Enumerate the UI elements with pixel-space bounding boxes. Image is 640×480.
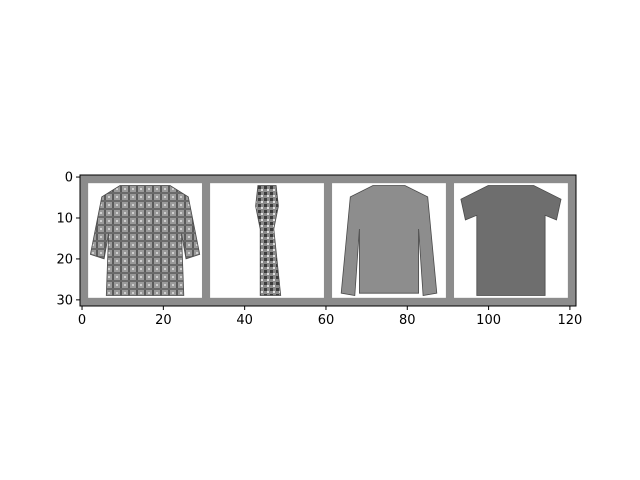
y-tick-label: 30 (56, 293, 73, 308)
x-tick-label: 80 (399, 313, 416, 328)
x-tick-label: 20 (155, 313, 172, 328)
x-tick-label: 0 (78, 313, 86, 328)
x-tick-label: 120 (557, 313, 582, 328)
y-tick-label: 0 (65, 171, 73, 186)
x-tick-label: 60 (318, 313, 335, 328)
axes-frame (79, 174, 577, 307)
x-tick-label: 100 (476, 313, 501, 328)
tile-garment (460, 185, 562, 296)
y-axis-ticks: 0 10 20 30 (56, 171, 80, 308)
image-tiles (88, 183, 568, 298)
y-tick-label: 10 (56, 211, 73, 226)
tile-dress (210, 183, 324, 298)
tile-pullover (332, 183, 446, 298)
x-tick-label: 40 (236, 313, 253, 328)
x-axis-ticks: 0 20 40 60 80 100 120 (78, 306, 582, 328)
tile-garment (255, 185, 282, 296)
tile-t-shirt (454, 183, 568, 298)
tile-shirt-plaid (88, 183, 202, 298)
y-tick-label: 20 (56, 252, 73, 267)
axes: 0 20 40 60 80 100 120 0 10 20 30 (56, 171, 582, 328)
tile-garment (340, 185, 438, 296)
tile-garment (89, 185, 201, 296)
